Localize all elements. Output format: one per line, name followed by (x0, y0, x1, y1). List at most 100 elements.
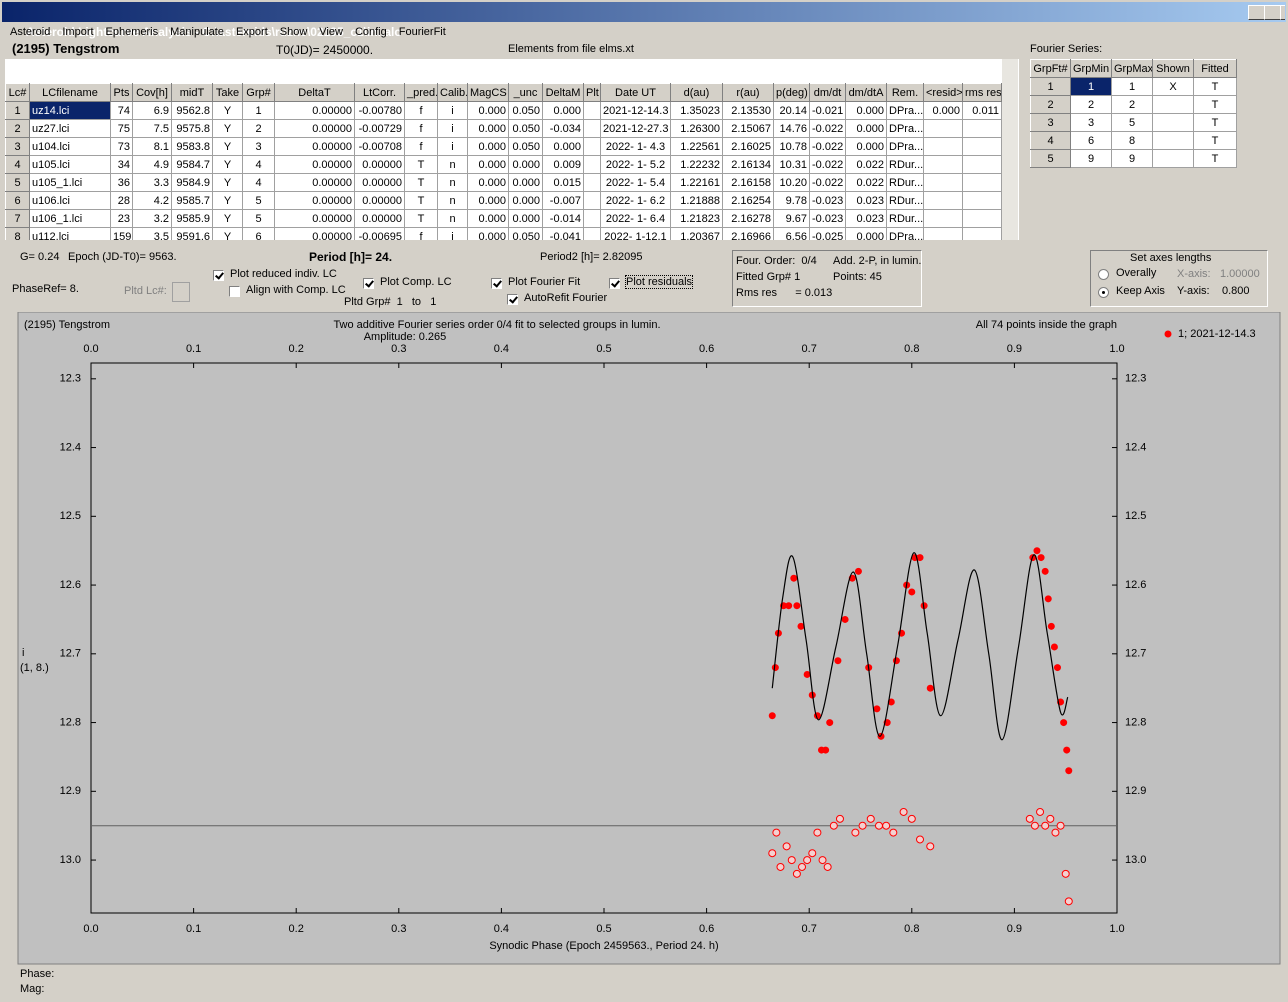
cell[interactable]: 0.011 (962, 101, 1002, 120)
lc-row[interactable]: 2 uz27.lci 75 7.5 9575.8 Y 2 0.00000 -0.00729 f i 0… (5, 119, 1002, 138)
cell[interactable]: i (437, 137, 468, 156)
cell[interactable]: 0.00000 (274, 101, 355, 120)
column-header[interactable]: DeltaM (542, 83, 584, 102)
cell[interactable]: 0.00000 (354, 155, 405, 174)
cell[interactable]: 2.16966 (722, 227, 774, 240)
cell[interactable]: 7.5 (132, 119, 172, 138)
cell[interactable] (1152, 95, 1194, 114)
column-header[interactable]: LCfilename (29, 83, 111, 102)
cell[interactable]: 0.000 (467, 191, 509, 210)
checkbox[interactable] (491, 278, 502, 289)
cell[interactable]: T (404, 191, 438, 210)
checkbox[interactable] (609, 278, 620, 289)
cell[interactable]: DPra... (886, 101, 924, 120)
cell[interactable]: 0.000 (845, 137, 887, 156)
cell[interactable]: -0.023 (809, 209, 846, 228)
checkbox[interactable] (507, 294, 518, 305)
cell[interactable]: uz27.lci (29, 119, 111, 138)
cell[interactable]: RDur... (886, 191, 924, 210)
cell[interactable]: 2.16158 (722, 173, 774, 192)
cell[interactable]: DPra... (886, 227, 924, 240)
cell[interactable]: 2.16134 (722, 155, 774, 174)
spinner[interactable] (172, 282, 190, 302)
cell[interactable]: 0.00000 (274, 209, 355, 228)
cell[interactable]: 9585.7 (171, 191, 213, 210)
cell[interactable]: Y (212, 209, 243, 228)
cell[interactable] (583, 227, 601, 240)
cell[interactable]: f (404, 119, 438, 138)
cell[interactable]: 14.76 (773, 119, 810, 138)
cell[interactable]: 0.00000 (274, 119, 355, 138)
cell[interactable]: 73 (110, 137, 133, 156)
row-header[interactable]: 5 (1030, 149, 1071, 168)
cell[interactable]: n (437, 209, 468, 228)
cell[interactable]: X (1152, 77, 1194, 96)
cell[interactable]: T (1193, 131, 1237, 150)
column-header[interactable]: LtCorr. (354, 83, 405, 102)
cell[interactable]: 1 (1111, 77, 1153, 96)
cell[interactable]: 2022- 1- 6.2 (600, 191, 671, 210)
menu-item[interactable]: Import (62, 26, 94, 38)
column-header[interactable]: midT (171, 83, 213, 102)
cell[interactable]: T (404, 173, 438, 192)
cell[interactable]: 0.000 (467, 227, 509, 240)
menu-item[interactable]: Config (354, 26, 387, 38)
cell[interactable]: 10.31 (773, 155, 810, 174)
column-header[interactable]: p(deg) (773, 83, 810, 102)
cell[interactable]: -0.022 (809, 119, 846, 138)
cell[interactable]: -0.041 (542, 227, 584, 240)
cell[interactable]: -0.00729 (354, 119, 405, 138)
row-header[interactable]: 1 (5, 101, 30, 120)
cell[interactable]: 0.00000 (274, 173, 355, 192)
radio-button[interactable] (1098, 269, 1109, 280)
cell[interactable]: i (437, 101, 468, 120)
menu-item[interactable]: Ephemeris (105, 26, 159, 38)
cell[interactable]: 9562.8 (171, 101, 213, 120)
cell[interactable]: 0.00000 (274, 227, 355, 240)
cell[interactable]: Y (212, 119, 243, 138)
cell[interactable]: T (1193, 113, 1237, 132)
cell[interactable]: DPra... (886, 137, 924, 156)
cell[interactable]: 5 (242, 191, 275, 210)
cell[interactable]: n (437, 191, 468, 210)
cell[interactable] (923, 137, 963, 156)
cell[interactable]: Y (212, 227, 243, 240)
cell[interactable]: 9575.8 (171, 119, 213, 138)
cell[interactable] (962, 227, 1002, 240)
cell[interactable]: 10.20 (773, 173, 810, 192)
cell[interactable]: -0.007 (542, 191, 584, 210)
cell[interactable]: 9 (1070, 149, 1112, 168)
column-header[interactable]: r(au) (722, 83, 774, 102)
cell[interactable]: 1.22561 (670, 137, 723, 156)
cell[interactable]: u105_1.lci (29, 173, 111, 192)
cell[interactable]: 9 (1111, 149, 1153, 168)
cell[interactable]: 9585.9 (171, 209, 213, 228)
cell[interactable]: 9584.9 (171, 173, 213, 192)
cell[interactable] (583, 209, 601, 228)
row-header[interactable]: 3 (1030, 113, 1071, 132)
cell[interactable]: i (437, 227, 468, 240)
cell[interactable]: 2.15067 (722, 119, 774, 138)
maximize-button[interactable] (1264, 5, 1281, 20)
cell[interactable] (962, 119, 1002, 138)
cell[interactable]: 4 (242, 173, 275, 192)
cell[interactable]: 6 (1070, 131, 1112, 150)
cell[interactable]: 0.000 (508, 173, 543, 192)
cell[interactable]: T (1193, 95, 1237, 114)
column-header[interactable]: MagCS (467, 83, 509, 102)
cell[interactable]: -0.014 (542, 209, 584, 228)
cell[interactable]: -0.022 (809, 155, 846, 174)
cell[interactable]: 1.21823 (670, 209, 723, 228)
cell[interactable]: Y (212, 191, 243, 210)
checkbox-label[interactable]: AutoRefit Fourier (524, 292, 608, 304)
cell[interactable]: -0.022 (809, 137, 846, 156)
cell[interactable]: 0.000 (542, 101, 584, 120)
cell[interactable]: 159 (110, 227, 133, 240)
cell[interactable] (962, 173, 1002, 192)
